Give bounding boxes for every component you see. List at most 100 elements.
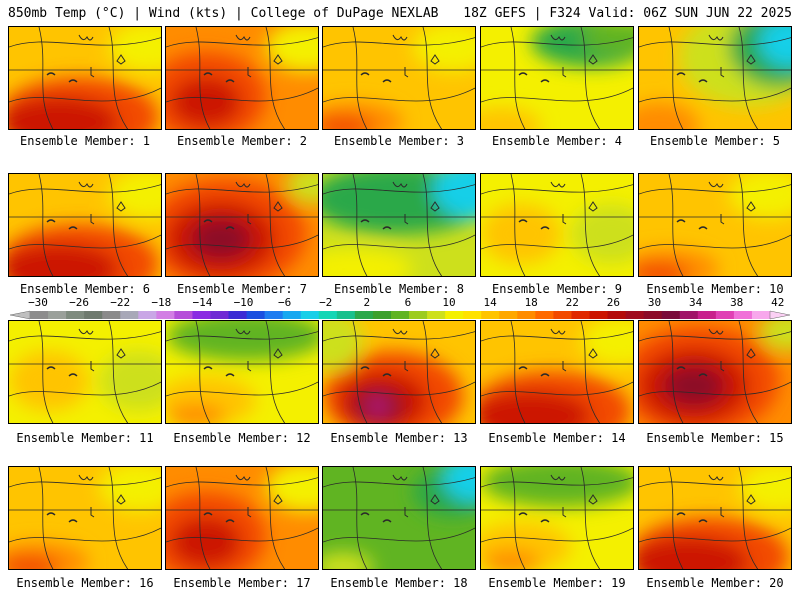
- temperature-field-map: [166, 27, 318, 129]
- color-scale-tick-label: −26: [69, 296, 90, 309]
- color-scale-swatch: [481, 311, 500, 319]
- ensemble-member-map: [8, 173, 162, 277]
- temperature-field-map: [323, 27, 475, 129]
- ensemble-member-map: [638, 26, 792, 130]
- ensemble-member-label: Ensemble Member: 20: [646, 576, 784, 590]
- ensemble-member-label: Ensemble Member: 10: [646, 282, 784, 296]
- model-run-info: 18Z GEFS | F324 Valid: 06Z SUN JUN 22 20…: [463, 6, 792, 21]
- temperature-field-map: [9, 321, 161, 423]
- ensemble-member-map: [8, 466, 162, 570]
- color-scale-swatch: [318, 311, 338, 319]
- color-scale-swatch: [607, 311, 627, 319]
- color-scale-swatch: [535, 311, 554, 319]
- temperature-field-map: [166, 174, 318, 276]
- temperature-field-map: [639, 467, 791, 569]
- color-scale-tick-label: −10: [233, 296, 254, 309]
- color-scale-swatch: [156, 311, 175, 319]
- ensemble-member-label: Ensemble Member: 7: [176, 282, 308, 296]
- ensemble-member-map: [165, 320, 319, 424]
- temperature-field-map: [323, 174, 475, 276]
- color-scale-swatch: [354, 311, 374, 319]
- ensemble-member-map: [480, 466, 634, 570]
- color-scale-swatch: [336, 311, 356, 319]
- temperature-field-map: [9, 27, 161, 129]
- ensemble-member-map: [480, 320, 634, 424]
- ensemble-member-label: Ensemble Member: 15: [646, 431, 784, 445]
- temperature-field-map: [481, 27, 633, 129]
- ensemble-member-map: [638, 320, 792, 424]
- color-scale-swatch: [499, 311, 518, 319]
- color-scale-swatch: [246, 311, 266, 319]
- temperature-field-map: [166, 467, 318, 569]
- ensemble-member-map: [638, 466, 792, 570]
- color-scale-tick-label: −6: [277, 296, 292, 309]
- ensemble-member-label: Ensemble Member: 8: [333, 282, 465, 296]
- color-scale-swatch: [517, 311, 536, 319]
- ensemble-member-label: Ensemble Member: 9: [491, 282, 623, 296]
- color-scale-tick-label: −14: [192, 296, 213, 309]
- color-scale-swatch: [697, 311, 717, 319]
- color-scale-tick-label: −22: [110, 296, 131, 309]
- color-scale-swatch: [192, 311, 211, 319]
- color-scale-swatch: [553, 311, 572, 319]
- color-scale-tick-label: 38: [730, 296, 744, 309]
- temperature-field-map: [481, 174, 633, 276]
- ensemble-member-label: Ensemble Member: 13: [330, 431, 468, 445]
- temperature-field-map: [639, 174, 791, 276]
- ensemble-member-label: Ensemble Member: 17: [173, 576, 311, 590]
- color-scale-swatch: [661, 311, 681, 319]
- color-scale-tick-label: 6: [404, 296, 412, 309]
- ensemble-member-label: Ensemble Member: 16: [16, 576, 154, 590]
- color-scale-low-arrow: [9, 310, 31, 320]
- temperature-field-map: [166, 321, 318, 423]
- ensemble-member-map: [322, 466, 476, 570]
- temperature-field-map: [481, 321, 633, 423]
- color-scale-swatch: [120, 311, 139, 319]
- color-scale-swatch: [463, 311, 482, 319]
- color-scale-swatch: [228, 311, 248, 319]
- ensemble-member-map: [638, 173, 792, 277]
- color-scale-swatch: [48, 311, 67, 319]
- ensemble-member-label: Ensemble Member: 4: [491, 134, 623, 148]
- ensemble-member-label: Ensemble Member: 6: [19, 282, 151, 296]
- color-scale-swatch: [264, 311, 284, 319]
- color-scale-high-arrow: [769, 310, 791, 320]
- color-scale-swatch: [390, 311, 410, 319]
- color-scale-swatch: [625, 311, 645, 319]
- ensemble-member-map: [165, 173, 319, 277]
- ensemble-member-map: [165, 466, 319, 570]
- color-scale-tick-label: −18: [151, 296, 172, 309]
- color-scale-swatch: [102, 311, 121, 319]
- ensemble-member-label: Ensemble Member: 12: [173, 431, 311, 445]
- ensemble-member-map: [322, 26, 476, 130]
- color-scale-swatch: [372, 311, 392, 319]
- color-scale-tick-label: 14: [483, 296, 497, 309]
- color-scale-tick-label: 10: [442, 296, 456, 309]
- color-scale-tick-label: −2: [319, 296, 333, 309]
- color-scale-tick-label: 2: [363, 296, 371, 309]
- ensemble-member-label: Ensemble Member: 2: [176, 134, 308, 148]
- ensemble-member-label: Ensemble Member: 11: [16, 431, 154, 445]
- ensemble-member-label: Ensemble Member: 1: [19, 134, 151, 148]
- color-scale-swatch: [282, 311, 302, 319]
- temperature-field-map: [9, 467, 161, 569]
- color-scale-swatch: [210, 311, 230, 319]
- color-scale-swatch: [84, 311, 103, 319]
- color-scale-swatch: [679, 311, 699, 319]
- color-scale-swatch: [174, 311, 193, 319]
- ensemble-member-map: [480, 26, 634, 130]
- ensemble-member-map: [322, 173, 476, 277]
- temperature-field-map: [323, 467, 475, 569]
- ensemble-member-label: Ensemble Member: 5: [649, 134, 781, 148]
- color-scale-swatch: [733, 311, 753, 319]
- temperature-field-map: [481, 467, 633, 569]
- color-scale-swatch: [300, 311, 320, 319]
- ensemble-member-label: Ensemble Member: 3: [333, 134, 465, 148]
- temperature-field-map: [639, 27, 791, 129]
- color-scale-tick-label: 18: [524, 296, 538, 309]
- color-scale-tick-label: 42: [771, 296, 785, 309]
- temperature-field-map: [639, 321, 791, 423]
- color-scale-tick-label: 22: [565, 296, 579, 309]
- map-title: 850mb Temp (°C) | Wind (kts) | College o…: [8, 6, 439, 21]
- color-scale-swatch: [571, 311, 591, 319]
